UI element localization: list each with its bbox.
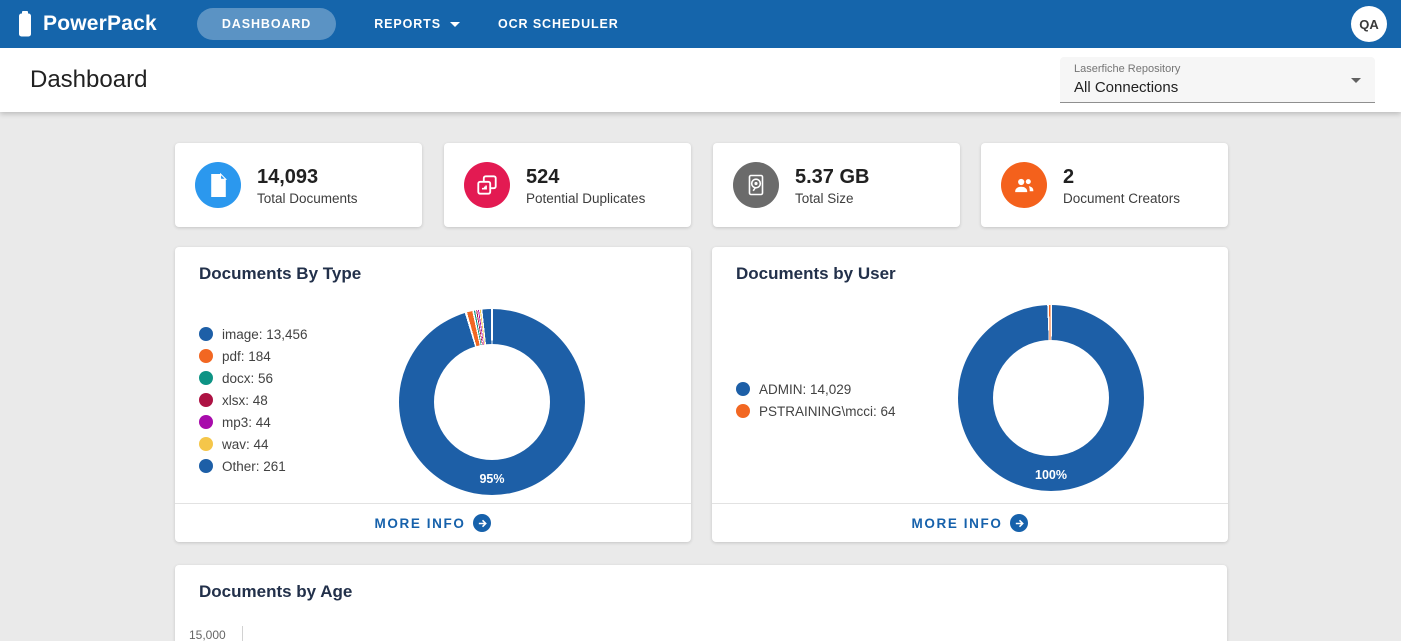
chevron-down-icon bbox=[449, 21, 460, 27]
chart-title: Documents By Type bbox=[199, 264, 362, 283]
legend-label: Other: 261 bbox=[222, 458, 286, 474]
y-axis-tick-label: 15,000 bbox=[189, 628, 226, 641]
legend-item[interactable]: image: 13,456 bbox=[199, 323, 308, 345]
chart-legend: ADMIN: 14,029 PSTRAINING\mcci: 64 bbox=[736, 378, 896, 422]
stat-value: 5.37 GB bbox=[795, 165, 870, 188]
repository-select-value: All Connections bbox=[1074, 79, 1179, 96]
legend-item[interactable]: ADMIN: 14,029 bbox=[736, 378, 896, 400]
page-title: Dashboard bbox=[30, 66, 148, 93]
legend-dot bbox=[736, 404, 750, 418]
nav-tab-ocr-label: OCR SCHEDULER bbox=[497, 17, 619, 31]
legend-dot bbox=[199, 393, 213, 407]
stat-card-document-creators: 2 Document Creators bbox=[981, 143, 1228, 227]
stat-value: 2 bbox=[1063, 165, 1075, 188]
legend-item[interactable]: pdf: 184 bbox=[199, 345, 308, 367]
stat-text: 2 Document Creators bbox=[1063, 165, 1180, 206]
donut-percentage-label: 100% bbox=[1035, 468, 1067, 482]
documents-by-user-donut[interactable]: 100% bbox=[958, 305, 1144, 491]
repository-select-label: Laserfiche Repository bbox=[1074, 63, 1181, 75]
legend-label: docx: 56 bbox=[222, 370, 274, 386]
arrow-right-icon bbox=[473, 514, 492, 532]
hard-drive-icon bbox=[733, 162, 779, 208]
stat-value: 14,093 bbox=[257, 165, 319, 188]
nav-tab-reports-label: REPORTS bbox=[374, 17, 441, 31]
legend-item[interactable]: docx: 56 bbox=[199, 367, 308, 389]
stat-card-potential-duplicates: 524 Potential Duplicates bbox=[444, 143, 691, 227]
legend-dot bbox=[199, 437, 213, 451]
nav-tab-reports[interactable]: REPORTS bbox=[374, 17, 460, 31]
legend-label: wav: 44 bbox=[222, 436, 269, 452]
legend-label: image: 13,456 bbox=[222, 326, 308, 342]
nav-tab-ocr-scheduler[interactable]: OCR SCHEDULER bbox=[498, 17, 619, 31]
stat-text: 14,093 Total Documents bbox=[257, 165, 358, 206]
chart-title: Documents by User bbox=[736, 264, 896, 283]
nav-tab-dashboard[interactable]: DASHBOARD bbox=[196, 8, 337, 40]
page-header: Dashboard Laserfiche Repository All Conn… bbox=[0, 48, 1401, 112]
documents-by-age-card: Documents by Age 15,000 bbox=[175, 565, 1227, 641]
legend-label: ADMIN: 14,029 bbox=[759, 381, 852, 397]
legend-item[interactable]: wav: 44 bbox=[199, 433, 308, 455]
nav-tabs: DASHBOARD REPORTS OCR SCHEDULER bbox=[196, 8, 619, 40]
nav-tab-dashboard-label: DASHBOARD bbox=[221, 17, 312, 31]
legend-dot bbox=[199, 371, 213, 385]
y-axis-line bbox=[242, 626, 243, 641]
stat-card-total-documents: 14,093 Total Documents bbox=[175, 143, 422, 227]
arrow-right-icon bbox=[1010, 514, 1029, 532]
app-logo[interactable]: PowerPack bbox=[18, 11, 157, 37]
top-navbar: PowerPack DASHBOARD REPORTS OCR SCHEDULE… bbox=[0, 0, 1401, 48]
chart-title: Documents by Age bbox=[199, 582, 353, 601]
more-info-label: MORE INFO bbox=[374, 515, 466, 531]
stat-label: Document Creators bbox=[1063, 190, 1181, 206]
repository-select[interactable]: Laserfiche Repository All Connections bbox=[1060, 57, 1375, 103]
stat-text: 5.37 GB Total Size bbox=[795, 165, 869, 206]
donut-hole bbox=[993, 340, 1109, 456]
legend-dot bbox=[736, 382, 750, 396]
legend-dot bbox=[199, 327, 213, 341]
battery-icon bbox=[18, 11, 32, 37]
legend-label: xlsx: 48 bbox=[222, 392, 268, 408]
legend-dot bbox=[199, 349, 213, 363]
brand-name: PowerPack bbox=[43, 12, 157, 35]
duplicate-icon bbox=[464, 162, 510, 208]
documents-by-type-donut[interactable]: 95% bbox=[399, 309, 585, 495]
stat-label: Potential Duplicates bbox=[526, 190, 646, 206]
legend-item[interactable]: mp3: 44 bbox=[199, 411, 308, 433]
documents-by-type-card: Documents By Type image: 13,456 pdf: 184… bbox=[175, 247, 691, 542]
stat-label: Total Documents bbox=[257, 190, 358, 206]
more-info-link[interactable]: MORE INFO bbox=[712, 503, 1228, 542]
stat-label: Total Size bbox=[795, 190, 854, 206]
legend-item[interactable]: xlsx: 48 bbox=[199, 389, 308, 411]
legend-dot bbox=[199, 415, 213, 429]
chevron-down-icon bbox=[1351, 78, 1361, 83]
more-info-label: MORE INFO bbox=[911, 515, 1003, 531]
stat-card-total-size: 5.37 GB Total Size bbox=[713, 143, 960, 227]
user-avatar[interactable]: QA bbox=[1351, 6, 1387, 42]
people-icon bbox=[1001, 162, 1047, 208]
legend-item[interactable]: PSTRAINING\mcci: 64 bbox=[736, 400, 896, 422]
chart-legend: image: 13,456 pdf: 184 docx: 56 xlsx: 48… bbox=[199, 323, 308, 477]
stat-value: 524 bbox=[526, 165, 560, 188]
legend-item[interactable]: Other: 261 bbox=[199, 455, 308, 477]
legend-label: pdf: 184 bbox=[222, 348, 271, 364]
documents-by-user-card: Documents by User ADMIN: 14,029 PSTRAINI… bbox=[712, 247, 1228, 542]
document-icon bbox=[195, 162, 241, 208]
legend-label: mp3: 44 bbox=[222, 414, 271, 430]
more-info-link[interactable]: MORE INFO bbox=[175, 503, 691, 542]
stat-text: 524 Potential Duplicates bbox=[526, 165, 645, 206]
donut-percentage-label: 95% bbox=[479, 472, 505, 486]
donut-hole bbox=[434, 344, 550, 460]
legend-label: PSTRAINING\mcci: 64 bbox=[759, 403, 896, 419]
legend-dot bbox=[199, 459, 213, 473]
